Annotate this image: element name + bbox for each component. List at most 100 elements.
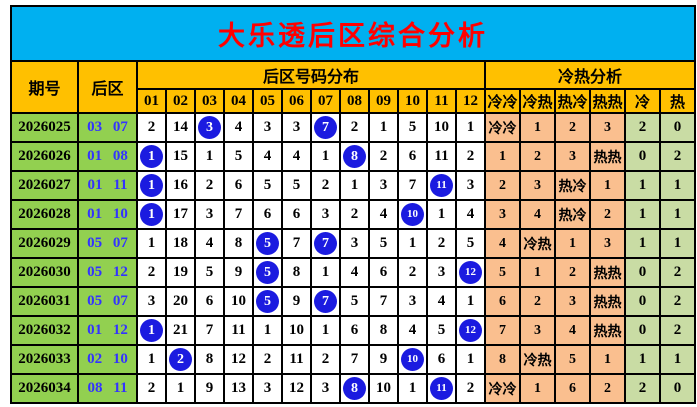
header-ball-01: 01 [136,88,167,114]
dist-cell: 1 [310,141,341,172]
dist-cell: 5 [455,228,486,259]
dist-cell: 2 [136,373,167,404]
backzone-cell: 03 07 [77,112,138,143]
dist-cell: 8 [194,344,225,375]
drawn-ball-circle: 12 [459,261,482,284]
table-body: 2026025 03 07 2 14 3 4 3 3 7 2 1 5 10 1 冷冷 1 2 3 2 0 2026026… [10,112,696,404]
header-ball-03: 03 [194,88,225,114]
header-ball-06: 06 [281,88,312,114]
dist-cell: 1 [136,228,167,259]
dist-cell: 8 [223,228,254,259]
coldhot-cell: 冷冷 [484,112,521,143]
table-row: 2026032 01 12 1 21 7 11 1 10 1 6 8 4 5 12 7 3 4 热热 0 2 [10,315,696,346]
drawn-ball-circle: 2 [169,348,192,371]
dist-cell: 2 [310,344,341,375]
coldhot-cell: 热热 [589,257,626,288]
dist-cell: 3 [136,286,167,317]
hot-count-cell: 2 [659,286,696,317]
dist-cell: 9 [223,257,254,288]
dist-cell: 20 [165,286,196,317]
drawn-ball-circle: 1 [140,145,163,168]
header-coldhot-label: 冷 [624,88,661,114]
drawn-ball-circle: 3 [198,116,221,139]
backzone-cell: 01 11 [77,170,138,201]
header-ball-08: 08 [339,88,370,114]
table-row: 2026027 01 11 1 16 2 6 5 5 2 1 3 7 11 3 2 3 热冷 1 1 1 [10,170,696,201]
backzone-cell: 02 10 [77,344,138,375]
header-ball-07: 07 [310,88,341,114]
dist-cell: 2 [165,344,196,375]
dist-cell: 8 [281,257,312,288]
dist-cell: 21 [165,315,196,346]
dist-cell: 10 [223,286,254,317]
header-ball-09: 09 [368,88,399,114]
coldhot-cell: 6 [484,286,521,317]
dist-cell: 5 [223,141,254,172]
dist-cell: 12 [455,315,486,346]
dist-cell: 1 [455,112,486,143]
drawn-ball-circle: 7 [314,290,337,313]
hot-count-cell: 1 [659,170,696,201]
backzone-cell: 05 07 [77,228,138,259]
header-ball-05: 05 [252,88,283,114]
dist-cell: 12 [455,257,486,288]
dist-cell: 11 [426,141,457,172]
table-row: 2026026 01 08 1 15 1 5 4 4 1 8 2 6 11 2 1 2 3 热热 0 2 [10,141,696,172]
coldhot-cell: 热冷 [554,199,591,230]
dist-cell: 18 [165,228,196,259]
dist-cell: 5 [397,112,428,143]
period-cell: 2026027 [10,170,79,201]
dist-cell: 6 [252,199,283,230]
backzone-cell: 05 07 [77,286,138,317]
dist-cell: 4 [252,141,283,172]
dist-cell: 11 [426,373,457,404]
header-coldhot-label: 热 [659,88,696,114]
dist-cell: 1 [136,315,167,346]
dist-cell: 2 [136,112,167,143]
dist-cell: 1 [136,170,167,201]
coldhot-cell: 热热 [589,141,626,172]
dist-cell: 1 [136,344,167,375]
dist-cell: 8 [368,315,399,346]
dist-cell: 3 [252,112,283,143]
period-cell: 2026026 [10,141,79,172]
header-coldhot-group: 冷热分析 [484,60,696,90]
dist-cell: 9 [368,344,399,375]
dist-cell: 2 [252,344,283,375]
drawn-ball-circle: 7 [314,116,337,139]
coldhot-cell: 3 [519,315,556,346]
dist-cell: 2 [426,228,457,259]
coldhot-cell: 2 [589,199,626,230]
coldhot-cell: 3 [484,199,521,230]
dist-cell: 6 [281,199,312,230]
dist-cell: 8 [339,141,370,172]
table-row: 2026031 05 07 3 20 6 10 5 9 7 5 7 3 4 1 6 2 3 热热 0 2 [10,286,696,317]
dist-cell: 1 [136,141,167,172]
analysis-panel: 大乐透后区综合分析 期号 后区 后区号码分布 冷热分析 01 02 03 04 05 06… [10,5,696,404]
dist-cell: 4 [426,286,457,317]
coldhot-cell: 3 [554,286,591,317]
dist-cell: 3 [194,199,225,230]
cold-count-cell: 2 [624,112,661,143]
dist-cell: 13 [223,373,254,404]
dist-cell: 1 [368,112,399,143]
header-period: 期号 [10,60,79,114]
header-coldhot-label: 热热 [589,88,626,114]
sub-header-row: 01 02 03 04 05 06 07 08 09 10 11 12 冷冷 冷热 热冷 热热冷热 [11,88,696,114]
table-row: 2026025 03 07 2 14 3 4 3 3 7 2 1 5 10 1 冷冷 1 2 3 2 0 [10,112,696,143]
drawn-ball-circle: 5 [256,232,279,255]
group-header-row: 期号 后区 后区号码分布 冷热分析 [10,60,696,114]
cold-count-cell: 2 [624,373,661,404]
dist-cell: 2 [397,257,428,288]
dist-cell: 1 [397,373,428,404]
dist-cell: 4 [281,141,312,172]
dist-cell: 7 [310,112,341,143]
dist-cell: 8 [339,373,370,404]
coldhot-cell: 1 [484,141,521,172]
dist-cell: 11 [223,315,254,346]
hot-count-cell: 1 [659,199,696,230]
coldhot-cell: 3 [589,228,626,259]
coldhot-cell: 1 [589,170,626,201]
dist-cell: 2 [194,170,225,201]
cold-count-cell: 1 [624,170,661,201]
